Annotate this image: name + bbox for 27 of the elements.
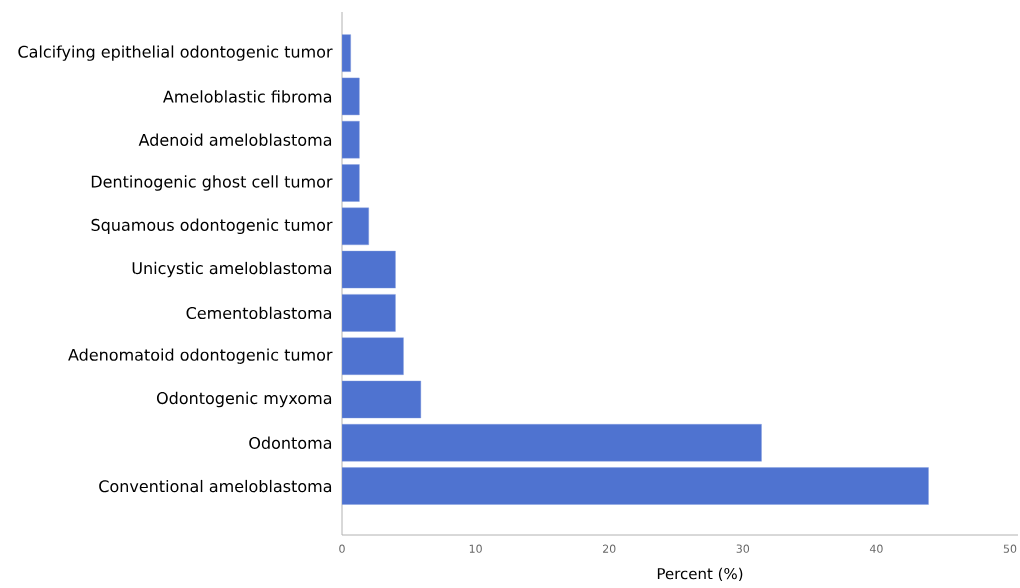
- x-axis-title: Percent (%): [657, 567, 743, 582]
- y-tick-label: Odontoma: [249, 436, 332, 449]
- bar: [342, 337, 404, 375]
- bar: [342, 424, 762, 462]
- bar: [342, 250, 396, 289]
- bar: [342, 121, 360, 159]
- x-tick-label: 10: [469, 544, 482, 553]
- bar: [342, 294, 396, 332]
- y-tick-label: Unicystic ameloblastoma: [132, 261, 332, 278]
- x-tick-label: 50: [1003, 544, 1017, 553]
- y-tick-label: Squamous odontogenic tumor: [91, 218, 333, 235]
- x-tick-label: 0: [339, 544, 345, 553]
- x-tick-label: 30: [736, 544, 750, 553]
- x-tick-label: 40: [869, 544, 883, 553]
- y-tick-label: Cementoblastoma: [186, 306, 332, 320]
- bar: [342, 467, 929, 505]
- y-tick-label: Conventional ameloblastoma: [99, 479, 332, 493]
- y-tick-label: Calcifying epithelial odontogenic tumor: [18, 45, 333, 61]
- y-tick-label: Adenomatoid odontogenic tumor: [68, 348, 333, 364]
- x-tick-label: 20: [603, 544, 616, 553]
- y-tick-label: Adenoid ameloblastoma: [138, 133, 332, 146]
- bar: [342, 380, 422, 419]
- bar: [342, 207, 369, 246]
- y-tick-label: Ameloblastic fibroma: [163, 90, 332, 103]
- y-tick-label: Odontogenic myxoma: [156, 391, 332, 408]
- y-tick-label: Dentinogenic ghost cell tumor: [91, 175, 333, 191]
- bar: [342, 164, 360, 202]
